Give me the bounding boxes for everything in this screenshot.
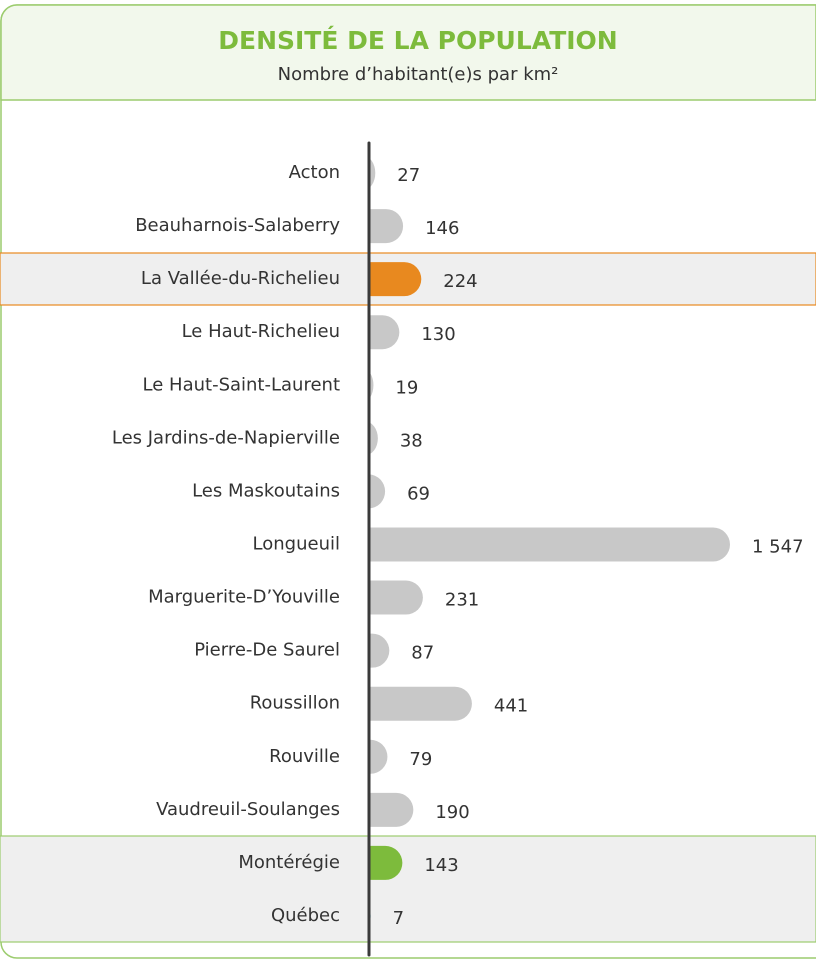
value-label: 19 — [395, 377, 418, 398]
highlight-row — [0, 835, 816, 943]
category-label: Québec — [271, 905, 340, 926]
bar — [369, 792, 414, 827]
value-label: 441 — [494, 696, 528, 717]
value-label: 130 — [421, 324, 455, 345]
bar — [369, 262, 422, 297]
category-label: La Vallée-du-Richelieu — [141, 268, 340, 289]
bar — [369, 527, 730, 562]
category-label: Rouville — [269, 746, 340, 767]
chart-subtitle: Nombre d’habitant(e)s par km² — [278, 64, 559, 85]
value-label: 190 — [435, 802, 469, 823]
value-label: 79 — [409, 749, 432, 770]
category-label: Beauharnois-Salaberry — [135, 215, 340, 236]
category-label: Les Jardins-de-Napierville — [112, 427, 340, 448]
value-label: 231 — [445, 590, 479, 611]
bar — [369, 209, 404, 244]
category-label: Montérégie — [238, 852, 340, 873]
value-label: 146 — [425, 218, 459, 239]
bar — [369, 580, 423, 615]
value-label: 224 — [443, 271, 477, 292]
bar — [369, 845, 403, 880]
bars — [369, 157, 730, 926]
bar — [369, 315, 400, 350]
value-label: 27 — [397, 165, 420, 186]
chart-title: DENSITÉ DE LA POPULATION — [218, 26, 617, 55]
value-label: 38 — [400, 430, 423, 451]
category-label: Les Maskoutains — [192, 480, 340, 501]
value-label: 1 547 — [752, 536, 804, 557]
bar — [369, 474, 386, 509]
bar — [369, 739, 388, 774]
category-label: Le Haut-Saint-Laurent — [143, 374, 340, 395]
header — [0, 4, 816, 101]
category-label: Longueuil — [253, 533, 340, 554]
bar — [369, 422, 378, 455]
category-label: Marguerite-D’Youville — [148, 587, 340, 608]
bar — [369, 633, 390, 668]
value-label: 7 — [393, 908, 404, 929]
bar — [369, 686, 472, 721]
value-label: 143 — [424, 855, 458, 876]
category-label: Pierre-De Saurel — [194, 640, 340, 661]
category-label: Le Haut-Richelieu — [182, 321, 340, 342]
bar — [369, 157, 376, 189]
category-label: Roussillon — [250, 693, 340, 714]
category-label: Acton — [289, 162, 340, 183]
category-label: Vaudreuil-Soulanges — [156, 799, 340, 820]
value-label: 87 — [411, 643, 434, 664]
value-label: 69 — [407, 483, 430, 504]
